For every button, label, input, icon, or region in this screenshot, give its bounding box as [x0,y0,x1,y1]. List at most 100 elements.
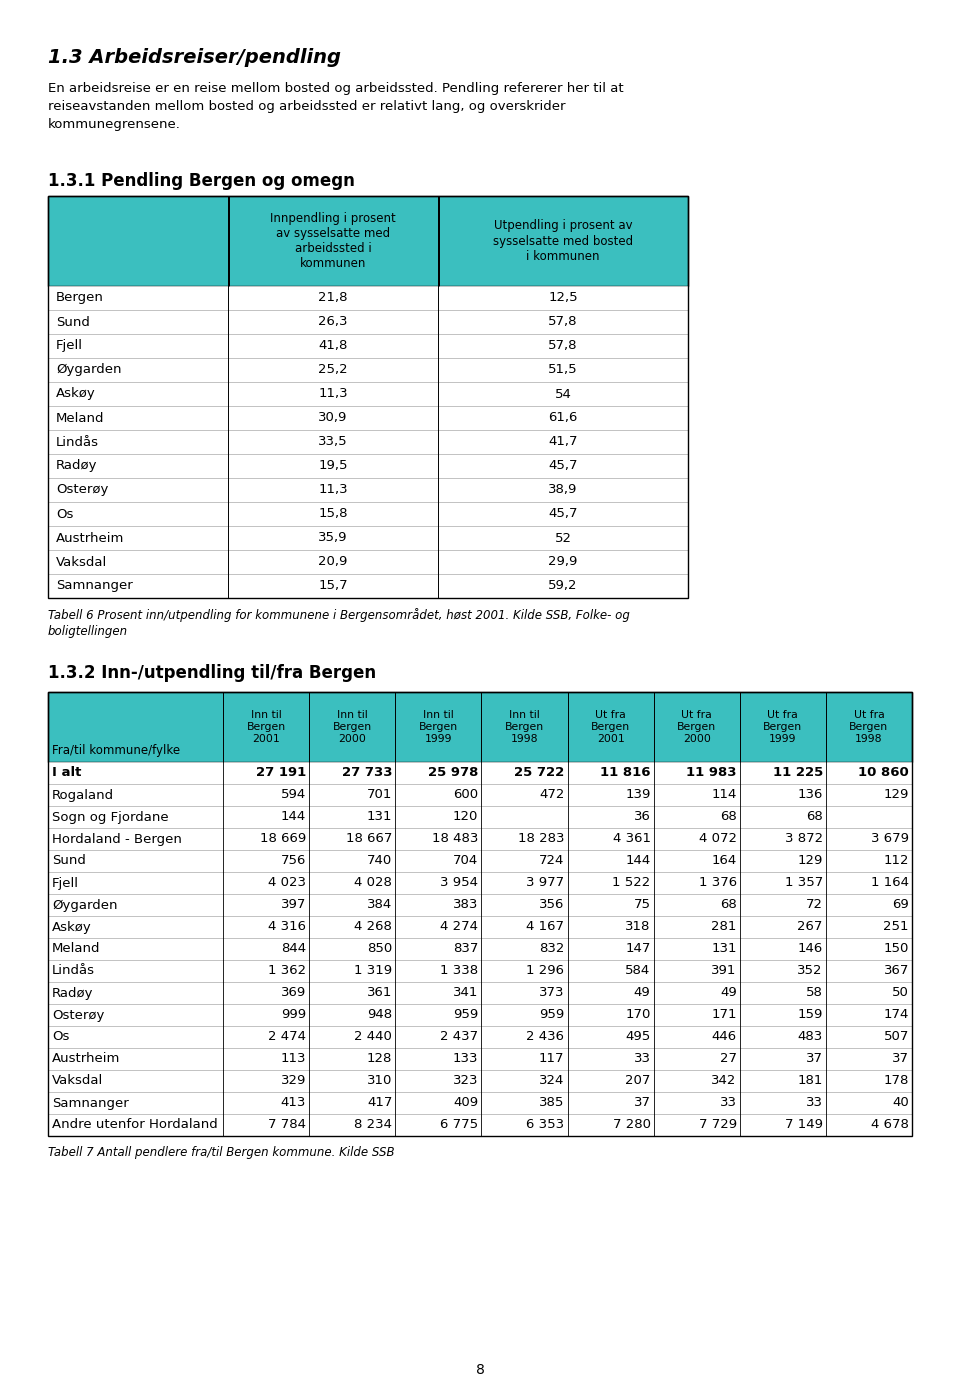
Text: 35,9: 35,9 [319,531,348,545]
Text: 36: 36 [634,810,651,823]
Text: 3 954: 3 954 [441,877,478,890]
Text: 45,7: 45,7 [548,460,578,473]
Text: 281: 281 [711,920,736,934]
Text: 4 316: 4 316 [268,920,306,934]
Bar [48,430,688,455]
Text: Austrheim: Austrheim [56,531,125,545]
Text: 10 860: 10 860 [858,766,909,780]
Text: 58: 58 [806,987,823,999]
Text: 68: 68 [806,810,823,823]
Text: 114: 114 [711,788,736,802]
Bar [48,310,688,334]
Text: Ut fra
Bergen
2001: Ut fra Bergen 2001 [591,710,630,744]
Text: 446: 446 [711,1030,736,1044]
Text: 999: 999 [281,1009,306,1022]
Text: Lindås: Lindås [52,965,95,977]
Text: Inn til
Bergen
2000: Inn til Bergen 2000 [332,710,372,744]
Text: 323: 323 [453,1074,478,1087]
Text: 150: 150 [883,942,909,955]
Text: 701: 701 [367,788,393,802]
Bar [48,525,688,550]
Text: 369: 369 [281,987,306,999]
Text: 18 667: 18 667 [346,833,393,845]
Text: 6 353: 6 353 [526,1119,564,1131]
Text: 50: 50 [892,987,909,999]
Text: Samnanger: Samnanger [52,1097,129,1109]
Text: 174: 174 [883,1009,909,1022]
Bar [48,455,688,478]
Text: En arbeidsreise er en reise mellom bosted og arbeidssted. Pendling refererer her: En arbeidsreise er en reise mellom boste… [48,82,624,95]
Text: 472: 472 [540,788,564,802]
Text: 38,9: 38,9 [548,484,578,496]
Text: 170: 170 [625,1009,651,1022]
Text: 832: 832 [540,942,564,955]
Text: 4 361: 4 361 [612,833,651,845]
Text: 584: 584 [625,965,651,977]
Text: Os: Os [52,1030,69,1044]
Text: 147: 147 [625,942,651,955]
Text: 1 338: 1 338 [441,965,478,977]
Text: 178: 178 [883,1074,909,1087]
Text: 948: 948 [367,1009,393,1022]
Text: 207: 207 [625,1074,651,1087]
Text: 40: 40 [892,1097,909,1109]
Text: Inn til
Bergen
1998: Inn til Bergen 1998 [505,710,544,744]
Text: Rogaland: Rogaland [52,788,114,802]
Text: 251: 251 [883,920,909,934]
Text: reiseavstanden mellom bosted og arbeidssted er relativt lang, og overskrider: reiseavstanden mellom bosted og arbeidss… [48,100,565,113]
Text: 4 028: 4 028 [354,877,393,890]
Text: 1 296: 1 296 [526,965,564,977]
Text: 3 977: 3 977 [526,877,564,890]
Text: 11 225: 11 225 [773,766,823,780]
Text: Tabell 7 Antall pendlere fra/til Bergen kommune. Kilde SSB: Tabell 7 Antall pendlere fra/til Bergen … [48,1145,395,1159]
Text: 959: 959 [540,1009,564,1022]
Bar [48,196,688,598]
Text: Radøy: Radøy [52,987,93,999]
Text: Lindås: Lindås [56,435,99,449]
Text: 1.3.1 Pendling Bergen og omegn: 1.3.1 Pendling Bergen og omegn [48,172,355,190]
Text: 329: 329 [280,1074,306,1087]
Text: 4 274: 4 274 [441,920,478,934]
Text: Øygarden: Øygarden [52,898,117,912]
Text: 3 679: 3 679 [871,833,909,845]
Text: 324: 324 [540,1074,564,1087]
Text: 68: 68 [720,898,736,912]
Text: 7 729: 7 729 [699,1119,736,1131]
Text: 27: 27 [720,1052,736,1066]
Bar [48,382,688,406]
Text: 367: 367 [883,965,909,977]
Bar [48,574,688,598]
Bar [48,1048,912,1070]
Text: 11,3: 11,3 [318,388,348,400]
Text: 75: 75 [634,898,651,912]
Text: 1 319: 1 319 [354,965,393,977]
Text: 361: 361 [367,987,393,999]
Text: kommunegrensene.: kommunegrensene. [48,118,180,131]
Text: Tabell 6 Prosent inn/utpendling for kommunene i Bergensområdet, høst 2001. Kilde: Tabell 6 Prosent inn/utpendling for komm… [48,607,630,621]
Bar [48,762,912,784]
Text: 146: 146 [798,942,823,955]
Text: Vaksdal: Vaksdal [52,1074,104,1087]
Text: 117: 117 [539,1052,564,1066]
Text: Meland: Meland [56,411,105,424]
Text: 37: 37 [805,1052,823,1066]
Text: 724: 724 [540,855,564,867]
Text: 45,7: 45,7 [548,507,578,520]
Text: 600: 600 [453,788,478,802]
Text: 57,8: 57,8 [548,316,578,328]
Bar [48,550,688,574]
Text: 113: 113 [280,1052,306,1066]
Text: Osterøy: Osterøy [52,1009,105,1022]
Text: 25 978: 25 978 [428,766,478,780]
Text: 41,7: 41,7 [548,435,578,449]
Text: 4 268: 4 268 [354,920,393,934]
Text: Utpendling i prosent av
sysselsatte med bosted
i kommunen: Utpendling i prosent av sysselsatte med … [492,220,633,263]
Text: 18 669: 18 669 [260,833,306,845]
Text: 356: 356 [540,898,564,912]
Text: 12,5: 12,5 [548,292,578,304]
Text: 164: 164 [711,855,736,867]
Text: Fra/til kommune/fylke: Fra/til kommune/fylke [52,744,180,758]
Text: 129: 129 [883,788,909,802]
Text: 139: 139 [625,788,651,802]
Text: 27 191: 27 191 [256,766,306,780]
